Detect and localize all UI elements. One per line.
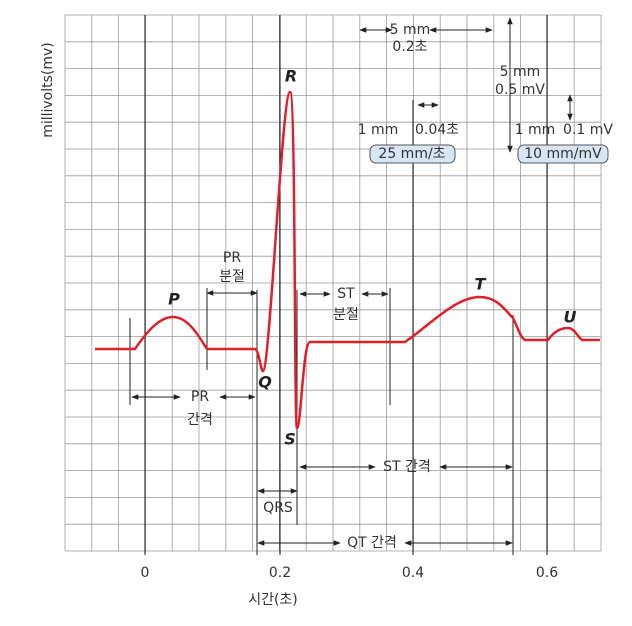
label: 5 mm — [500, 64, 541, 80]
label: PR — [223, 250, 241, 266]
wave-label: R — [285, 67, 297, 86]
wave-label: T — [475, 275, 487, 294]
label: 1 mm — [515, 122, 556, 138]
label: 간격 — [187, 412, 213, 428]
label: 0.2초 — [392, 39, 427, 55]
label: 분절 — [333, 307, 359, 323]
label: 0.5 mV — [495, 82, 545, 98]
label: QT 간격 — [347, 535, 397, 551]
ecg-waveform — [95, 90, 600, 430]
annotation-lines — [129, 17, 573, 555]
x-tick-label: 0.2 — [269, 565, 291, 581]
x-axis-label: 시간(초) — [248, 592, 298, 608]
wave-label: S — [284, 430, 296, 449]
grid — [64, 14, 602, 552]
time-lines — [144, 15, 548, 555]
label: 분절 — [219, 269, 245, 285]
wave-label: U — [564, 308, 577, 327]
label: PR — [191, 389, 209, 405]
label: 25 mm/초 — [378, 146, 445, 162]
label: 10 mm/mV — [524, 146, 602, 162]
x-tick-label: 0 — [141, 565, 150, 581]
x-tick-label: 0.6 — [536, 565, 558, 581]
wave-label: P — [168, 290, 180, 309]
label: 0.1 mV — [563, 122, 613, 138]
y-axis-label: millivolts(mv) — [40, 42, 56, 138]
label: ST 간격 — [383, 459, 431, 475]
label: 1 mm — [358, 122, 399, 138]
label: 0.04초 — [415, 122, 459, 138]
speed-box — [369, 144, 456, 164]
gain-box — [517, 144, 609, 164]
x-tick-label: 0.4 — [402, 565, 424, 581]
label: ST — [337, 286, 355, 302]
label: QRS — [263, 500, 293, 516]
label: 5 mm — [390, 22, 431, 38]
wave-label: Q — [258, 373, 272, 392]
